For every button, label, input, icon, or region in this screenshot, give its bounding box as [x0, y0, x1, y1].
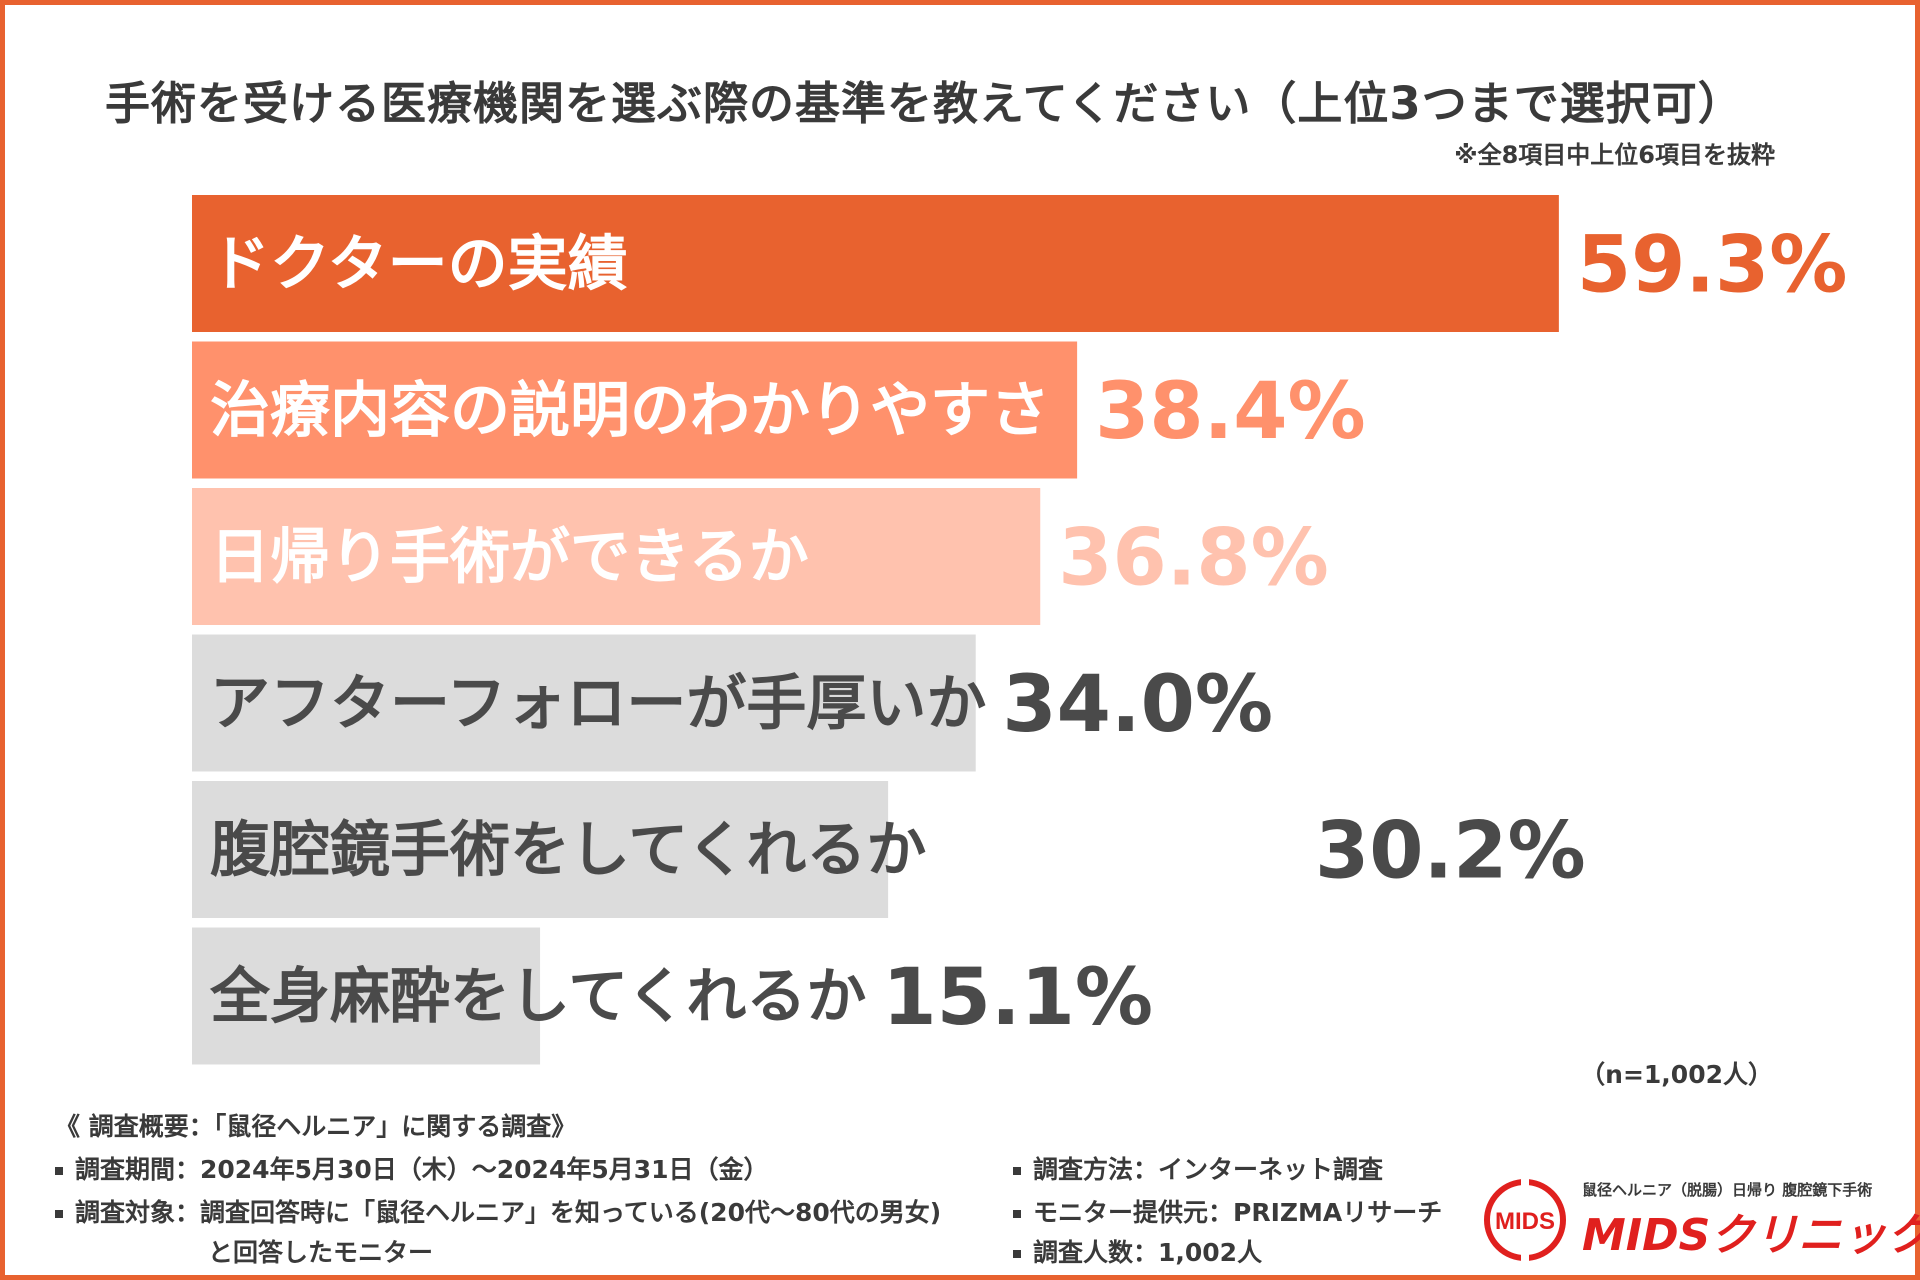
survey-method: 調査方法：インターネット調査 [1013, 1150, 1383, 1186]
survey-heading: 《 調査概要：「鼠径ヘルニア」に関する調査》 [55, 1112, 577, 1141]
survey-provider: モニター提供元：PRIZMAリサーチ [1013, 1193, 1442, 1229]
bar-label-4: アフターフォローが手厚いか [210, 669, 986, 739]
value-label-4: 34.0% [1002, 660, 1273, 750]
bullet-icon [55, 1210, 63, 1218]
value-label-6: 15.1% [882, 953, 1153, 1043]
bar-label-6: 全身麻酔をしてくれるか [209, 962, 866, 1032]
logo-badge-text: MIDS [1495, 1208, 1555, 1235]
value-label-3: 36.8% [1058, 514, 1329, 604]
bar-label-3: 日帰り手術ができるか [210, 523, 809, 593]
bar-label-1: ドクターの実績 [210, 230, 628, 300]
survey-count: 調査人数：1,002人 [1013, 1233, 1262, 1269]
logo-name: MIDSクリニック [1582, 1210, 1920, 1261]
survey-target: 調査対象：調査回答時に「鼠径ヘルニア」を知っている(20代～80代の男女) [55, 1193, 941, 1229]
value-label-5: 30.2% [1315, 807, 1586, 897]
bar-3 [192, 488, 1041, 625]
bar-chart: ドクターの実績 59.3% 治療内容の説明のわかりやすさ 38.4% 日帰り手術ができる… [192, 195, 1848, 1065]
bar-1 [192, 195, 1559, 332]
bar-6 [192, 927, 541, 1065]
chart-title: 手術を受ける医療機関を選ぶ際の基準を教えてください（上位3つまで選択可） [105, 77, 1744, 130]
value-label-2: 38.4% [1095, 367, 1366, 457]
bullet-icon [1013, 1250, 1021, 1258]
mids-badge-icon: MIDS [1484, 1177, 1566, 1263]
bar-label-5: 腹腔鏡手術をしてくれるか [210, 816, 926, 886]
survey-target-cont: と回答したモニター [208, 1238, 434, 1267]
survey-summary: 《 調査概要：「鼠径ヘルニア」に関する調査》 [55, 1107, 576, 1143]
bar-4 [192, 634, 976, 772]
survey-period: 調査期間：2024年5月30日（木）～2024年5月31日（金） [55, 1150, 769, 1186]
bullet-icon [1013, 1210, 1021, 1218]
logo-subtitle: 鼠径ヘルニア（脱腸）日帰り 腹腔鏡下手術 [1582, 1181, 1873, 1199]
chart-note: ※全8項目中上位6項目を抜粋 [1454, 141, 1775, 169]
value-label-1: 59.3% [1577, 221, 1848, 311]
clinic-logo: MIDS 鼠径ヘルニア（脱腸）日帰り 腹腔鏡下手術 MIDSクリニック [1480, 1175, 1920, 1265]
bar-5 [192, 781, 889, 918]
bullet-icon [1013, 1167, 1021, 1175]
bar-2 [192, 341, 1078, 479]
bar-label-2: 治療内容の説明のわかりやすさ [210, 376, 1050, 446]
bullet-icon [55, 1167, 63, 1175]
sample-size: （n=1,002人） [1580, 1060, 1773, 1089]
